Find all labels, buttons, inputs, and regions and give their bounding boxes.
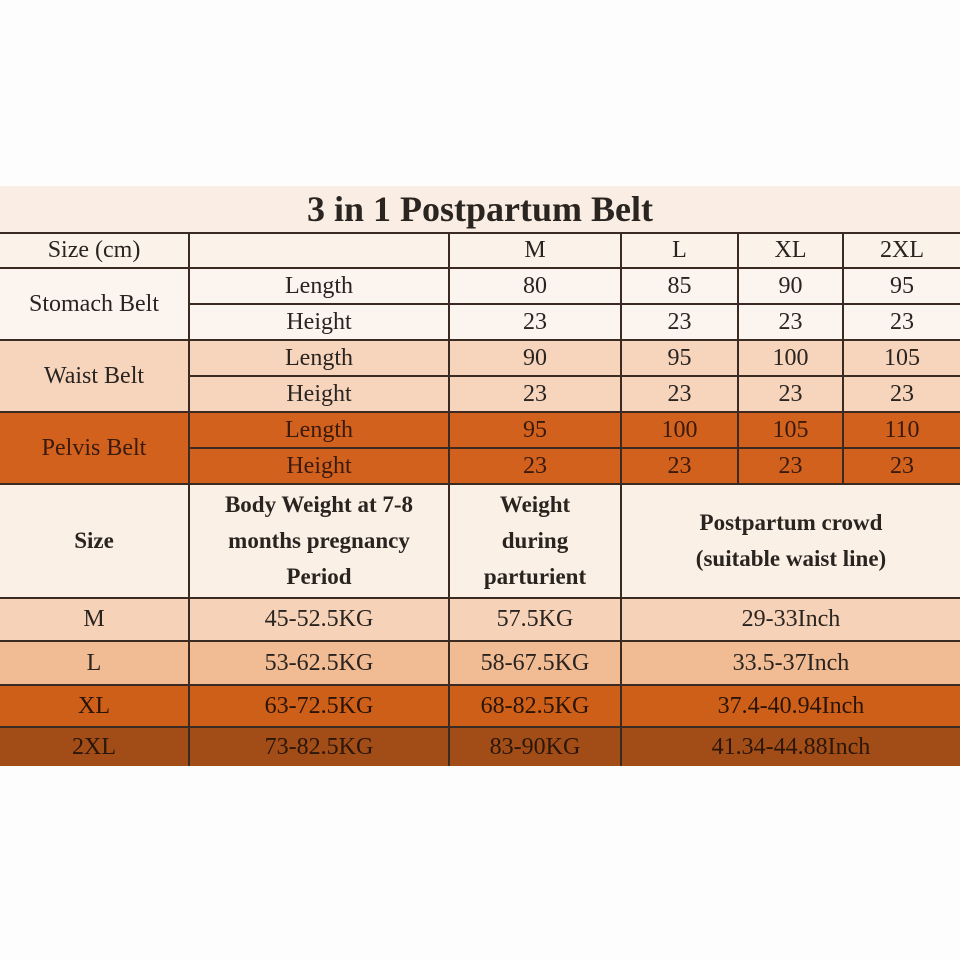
table-row: Stomach Belt Length 80 85 90 95 (0, 267, 960, 341)
cell: 58-67.5KG (448, 640, 622, 686)
cell: 100 (737, 339, 844, 377)
blank-header (188, 232, 450, 269)
dim-label: Length (188, 267, 450, 305)
header-cell: Body Weight at 7-8 months pregnancy Peri… (188, 485, 450, 599)
cell: M (0, 597, 190, 642)
dim-label: Length (188, 411, 450, 449)
cell: 37.4-40.94Inch (620, 684, 960, 728)
cell: 45-52.5KG (188, 597, 450, 642)
cell: 23 (448, 303, 622, 341)
cell: 23 (737, 447, 844, 485)
size-header: XL (737, 232, 844, 269)
table-row: Height 23 23 23 23 (0, 447, 960, 485)
table-row: Height 23 23 23 23 (0, 303, 960, 341)
size-header: 2XL (842, 232, 960, 269)
cell: 29-33Inch (620, 597, 960, 642)
header-cell: Postpartum crowd (suitable waist line) (620, 485, 960, 599)
belt-size-table: Size (cm) M L XL 2XL Stomach Belt Length… (0, 232, 960, 485)
size-cm-header: Size (cm) (0, 232, 190, 269)
cell: 100 (620, 411, 739, 449)
cell: L (0, 640, 190, 686)
cell: 23 (842, 375, 960, 413)
size-chart: 3 in 1 Postpartum Belt Size (cm) M L XL … (0, 186, 960, 766)
cell: 63-72.5KG (188, 684, 450, 728)
table-row: Height 23 23 23 23 (0, 375, 960, 413)
cell: 23 (620, 447, 739, 485)
cell: 2XL (0, 726, 190, 766)
table-row: XL 63-72.5KG 68-82.5KG 37.4-40.94Inch (0, 684, 960, 728)
chart-title: 3 in 1 Postpartum Belt (0, 186, 960, 232)
header-cell: Size (0, 485, 190, 599)
table-row: L 53-62.5KG 58-67.5KG 33.5-37Inch (0, 640, 960, 686)
cell: 95 (842, 267, 960, 305)
cell: 90 (737, 267, 844, 305)
cell: XL (0, 684, 190, 728)
cell: 83-90KG (448, 726, 622, 766)
cell: 23 (620, 303, 739, 341)
table-row: Waist Belt Length 90 95 100 105 (0, 339, 960, 413)
cell: 80 (448, 267, 622, 305)
cell: 95 (448, 411, 622, 449)
cell: 23 (448, 375, 622, 413)
dim-label: Length (188, 339, 450, 377)
cell: 23 (842, 447, 960, 485)
weight-size-table: Size Body Weight at 7-8 months pregnancy… (0, 485, 960, 766)
cell: 68-82.5KG (448, 684, 622, 728)
cell: 90 (448, 339, 622, 377)
cell: 23 (737, 375, 844, 413)
dim-label: Height (189, 447, 450, 485)
cell: 23 (842, 303, 960, 341)
table-row: Pelvis Belt Length 95 100 105 110 (0, 411, 960, 485)
group-label: Stomach Belt (0, 267, 190, 341)
size-header: M (448, 232, 622, 269)
header-row: Size (cm) M L XL 2XL (0, 232, 960, 269)
group-label: Waist Belt (0, 339, 190, 413)
dim-label: Height (189, 303, 450, 341)
cell: 41.34-44.88Inch (620, 726, 960, 766)
cell: 105 (842, 339, 960, 377)
group-label: Pelvis Belt (0, 411, 190, 485)
cell: 85 (620, 267, 739, 305)
cell: 23 (620, 375, 739, 413)
cell: 33.5-37Inch (620, 640, 960, 686)
cell: 23 (737, 303, 844, 341)
cell: 95 (620, 339, 739, 377)
size-header: L (620, 232, 739, 269)
cell: 73-82.5KG (188, 726, 450, 766)
cell: 57.5KG (448, 597, 622, 642)
table-row: 2XL 73-82.5KG 83-90KG 41.34-44.88Inch (0, 726, 960, 766)
cell: 105 (737, 411, 844, 449)
header-row: Size Body Weight at 7-8 months pregnancy… (0, 485, 960, 599)
cell: 110 (842, 411, 960, 449)
table-row: M 45-52.5KG 57.5KG 29-33Inch (0, 597, 960, 642)
cell: 53-62.5KG (188, 640, 450, 686)
header-cell: Weight during parturient (448, 485, 622, 599)
cell: 23 (448, 447, 622, 485)
dim-label: Height (189, 375, 450, 413)
